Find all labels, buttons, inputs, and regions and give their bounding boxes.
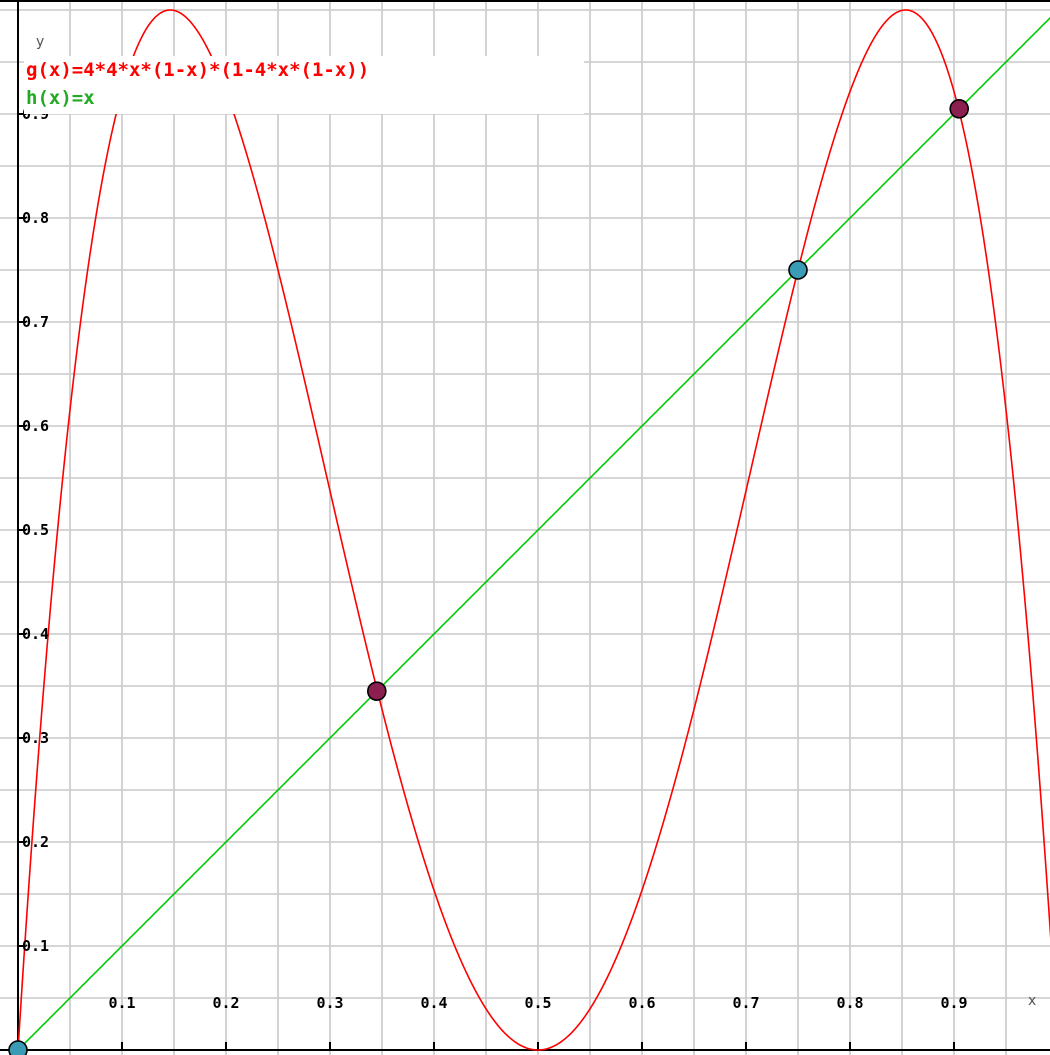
legend-background	[24, 56, 584, 114]
x-tick-label: 0.4	[420, 994, 447, 1012]
x-tick-label: 0.7	[732, 994, 759, 1012]
curves	[17, 9, 1050, 1051]
x-tick-label: 0.5	[524, 994, 551, 1012]
y-tick-label: 0.4	[22, 625, 49, 643]
y-tick-label: 0.6	[22, 417, 49, 435]
x-tick-label: 0.6	[628, 994, 655, 1012]
x-tick-label: 0.9	[940, 994, 967, 1012]
legend-h-label: h(x)=x	[26, 87, 95, 109]
y-tick-label: 0.5	[22, 521, 49, 539]
intersection-point[interactable]	[8, 1040, 28, 1055]
y-tick-label: 0.3	[22, 729, 49, 747]
y-tick-label: 0.7	[22, 313, 49, 331]
y-tick-label: 0.1	[22, 937, 49, 955]
y-tick-label: 0.2	[22, 833, 49, 851]
x-tick-label: 0.1	[108, 994, 135, 1012]
intersection-points	[8, 99, 970, 1055]
y-tick-label: 0.8	[22, 209, 49, 227]
x-tick-label: 0.2	[212, 994, 239, 1012]
x-tick-label: 0.8	[836, 994, 863, 1012]
intersection-point[interactable]	[949, 99, 970, 119]
intersection-point[interactable]	[366, 681, 387, 702]
x-tick-label: 0.3	[316, 994, 343, 1012]
x-axis-label: x	[1028, 993, 1036, 1009]
y-axis-label: y	[36, 34, 44, 50]
series-line-g	[17, 9, 1050, 1051]
legend: g(x)=4*4*x*(1-x)*(1-4*x*(1-x)) h(x)=x	[24, 56, 584, 114]
legend-g-label: g(x)=4*4*x*(1-x)*(1-4*x*(1-x))	[26, 59, 369, 81]
intersection-point[interactable]	[788, 260, 808, 280]
series-line-h	[17, 16, 1050, 1051]
